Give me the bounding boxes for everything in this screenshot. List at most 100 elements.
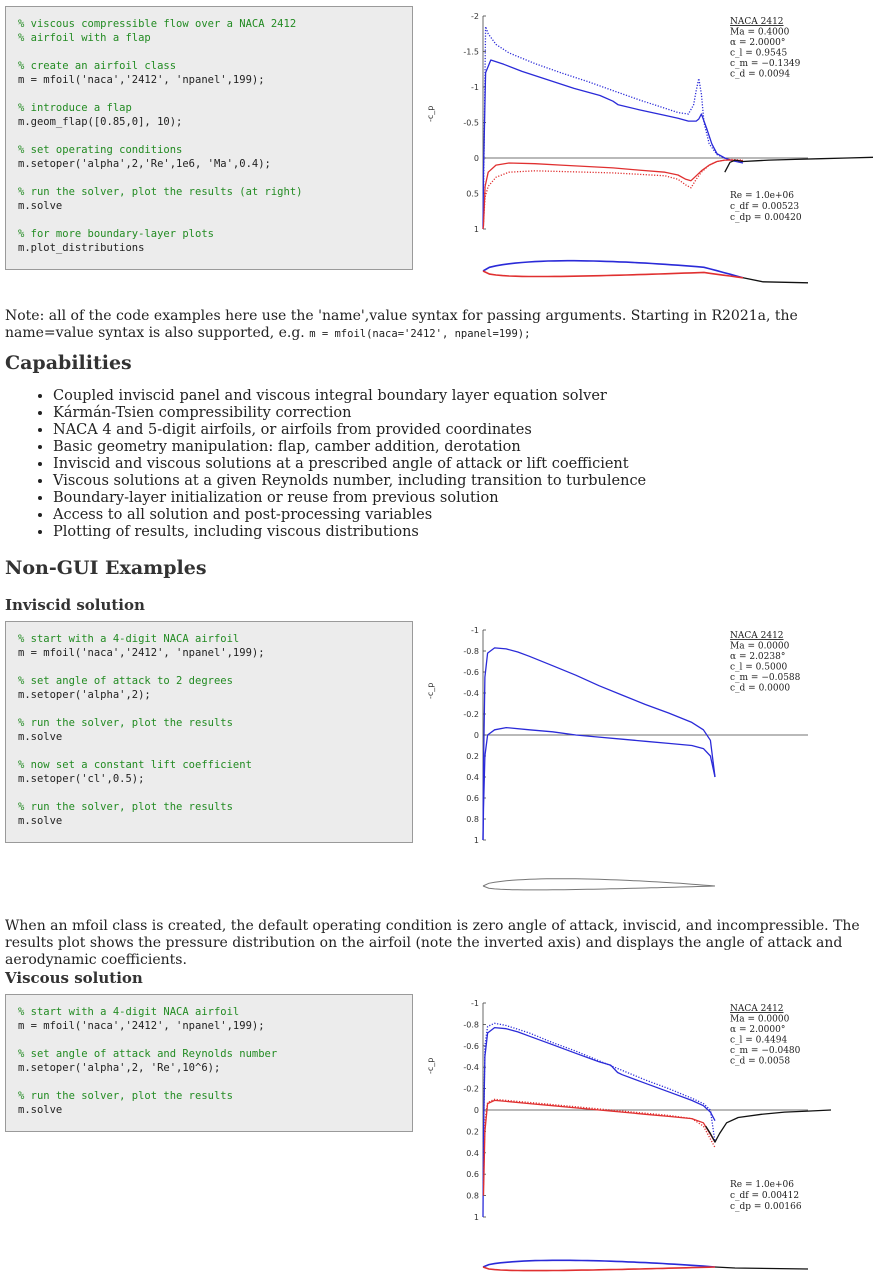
airfoil-upper-surface (482, 878, 716, 887)
cp-plot-viscous: -1 -0.8 -0.6 -0.4 -0.2 0 0.2 0.4 0.6 0.8 1 -c_p NACA… (418, 997, 832, 1281)
info-text: Ma = 0.0000 (730, 1015, 790, 1025)
code-line (18, 1075, 412, 1089)
info-text: α = 2.0000° (730, 38, 785, 48)
y-tick-label: -1 (471, 999, 479, 1008)
airfoil-lower-surface (482, 885, 716, 891)
y-tick-label: -2 (471, 12, 479, 21)
code-line: m.solve (18, 731, 63, 743)
code-line (18, 129, 412, 143)
code-line: m = mfoil('naca','2412', 'npanel',199); (18, 1020, 265, 1032)
y-tick-label: -0.6 (463, 1042, 479, 1051)
code-block-inviscid: % start with a 4-digit NACA airfoil m = m… (5, 621, 413, 843)
y-tick-label: -0.4 (463, 1063, 479, 1072)
inviscid-heading: Inviscid solution (5, 596, 145, 614)
code-comment-line: % set angle of attack and Reynolds numbe… (18, 1048, 278, 1060)
y-tick-label: 0.6 (466, 794, 479, 803)
airfoil-upper-surface (482, 259, 744, 279)
y-tick-label: 0.4 (466, 773, 479, 782)
code-line: m.setoper('alpha',2, 'Re',10^6); (18, 1062, 221, 1074)
capability-item: Boundary-layer initialization or reuse f… (53, 490, 646, 507)
info2-text: c_df = 0.00412 (730, 1191, 799, 1201)
code-comment-line: % introduce a flap (18, 102, 132, 114)
y-axis-label: -c_p (426, 1058, 435, 1074)
airfoil-lower-surface (482, 270, 744, 279)
code-comment-line: % start with a 4-digit NACA airfoil (18, 633, 240, 645)
code-line: m.solve (18, 200, 63, 212)
y-tick-label: -0.4 (463, 689, 479, 698)
y-tick-label: -0.6 (463, 668, 479, 677)
cp-chart-viscous: -1 -0.8 -0.6 -0.4 -0.2 0 0.2 0.4 0.6 0.8 1 -c_p NACA… (426, 999, 832, 1272)
info2-text: Re = 1.0e+06 (730, 1180, 794, 1190)
capability-item: Viscous solutions at a given Reynolds nu… (53, 473, 646, 490)
info-text: c_l = 0.5000 (730, 663, 787, 673)
airfoil-lower-surface (482, 1266, 716, 1272)
code-line: m = mfoil('naca','2412', 'npanel',199); (18, 74, 265, 86)
cp-plot-inviscid: -1 -0.8 -0.6 -0.4 -0.2 0 0.2 0.4 0.6 0.8 1 -c_p NACA… (418, 624, 818, 909)
y-tick-label: -1 (471, 83, 479, 92)
code-line (18, 786, 412, 800)
info-text: c_l = 0.4494 (730, 1036, 787, 1046)
code-comment-line: % set angle of attack to 2 degrees (18, 675, 233, 687)
y-tick-label: 0.5 (466, 190, 479, 199)
y-tick-label: -0.2 (463, 710, 479, 719)
info-text: c_l = 0.9545 (730, 49, 787, 59)
code-comment-line: % viscous compressible flow over a NACA … (18, 18, 297, 30)
cp-series-wake (705, 1109, 832, 1143)
cp-chart-inviscid: -1 -0.8 -0.6 -0.4 -0.2 0 0.2 0.4 0.6 0.8 1 -c_p NACA… (426, 626, 808, 891)
code-line (18, 171, 412, 185)
y-tick-label: -0.8 (463, 647, 479, 656)
y-tick-label: 0 (474, 731, 479, 740)
y-tick-label: 0.2 (466, 1127, 479, 1136)
capability-item: Basic geometry manipulation: flap, cambe… (53, 439, 646, 456)
code-comment-line: % run the solver, plot the results (18, 717, 233, 729)
syntax-note: Note: all of the code examples here use … (5, 308, 889, 343)
inviscid-description: When an mfoil class is created, the defa… (5, 918, 860, 968)
non-gui-heading: Non-GUI Examples (5, 557, 207, 579)
cp-series-upper-dotted (482, 25, 744, 194)
cp-series-upper-dotted (482, 1022, 716, 1143)
info2-text: c_dp = 0.00166 (730, 1202, 802, 1212)
cp-series-upper (482, 59, 744, 230)
y-tick-label: 0 (474, 1106, 479, 1115)
code-comment-line: % set operating conditions (18, 144, 183, 156)
info-text: c_m = −0.0480 (730, 1046, 801, 1056)
code-comment-line: % run the solver, plot the results (at r… (18, 186, 303, 198)
info-text: NACA 2412 (730, 631, 784, 641)
capabilities-heading: Capabilities (5, 352, 132, 374)
code-comment-line: % for more boundary-layer plots (18, 228, 214, 240)
code-comment-line: % now set a constant lift coefficient (18, 759, 252, 771)
code-line: m.plot_distributions (18, 242, 145, 254)
code-line: m.setoper('alpha',2); (18, 689, 151, 701)
y-tick-label: 0.6 (466, 1170, 479, 1179)
capability-item: Access to all solution and post-processi… (53, 507, 646, 524)
info-text: NACA 2412 (730, 1004, 784, 1014)
y-tick-label: -1 (471, 626, 479, 635)
code-line: m.setoper('cl',0.5); (18, 773, 145, 785)
capability-item: Inviscid and viscous solutions at a pres… (53, 456, 646, 473)
y-tick-label: 0.8 (466, 1192, 479, 1201)
info-text: c_d = 0.0094 (730, 70, 790, 80)
y-tick-label: 1 (474, 225, 479, 234)
info-text: Ma = 0.0000 (730, 642, 790, 652)
code-line: m.geom_flap([0.85,0], 10); (18, 116, 183, 128)
info2-text: Re = 1.0e+06 (730, 191, 794, 201)
code-line (18, 702, 412, 716)
code-line: m = mfoil('naca','2412', 'npanel',199); (18, 647, 265, 659)
cp-series-upper (482, 1026, 716, 1218)
code-block-flap: % viscous compressible flow over a NACA … (5, 6, 413, 270)
code-line (18, 660, 412, 674)
capabilities-list: Coupled inviscid panel and viscous integ… (5, 388, 646, 541)
code-comment-line: % run the solver, plot the results (18, 1090, 233, 1102)
code-line (18, 87, 412, 101)
y-tick-label: -0.2 (463, 1085, 479, 1094)
code-comment-line: % start with a 4-digit NACA airfoil (18, 1006, 240, 1018)
y-tick-label: 0.4 (466, 1149, 479, 1158)
code-line (18, 744, 412, 758)
y-tick-label: 1 (474, 836, 479, 845)
y-tick-label: -0.8 (463, 1020, 479, 1029)
viscous-heading: Viscous solution (5, 969, 143, 987)
capability-item: Plotting of results, including viscous d… (53, 524, 646, 541)
cp-series-lower (482, 1099, 716, 1196)
y-tick-label: -1.5 (463, 48, 479, 57)
